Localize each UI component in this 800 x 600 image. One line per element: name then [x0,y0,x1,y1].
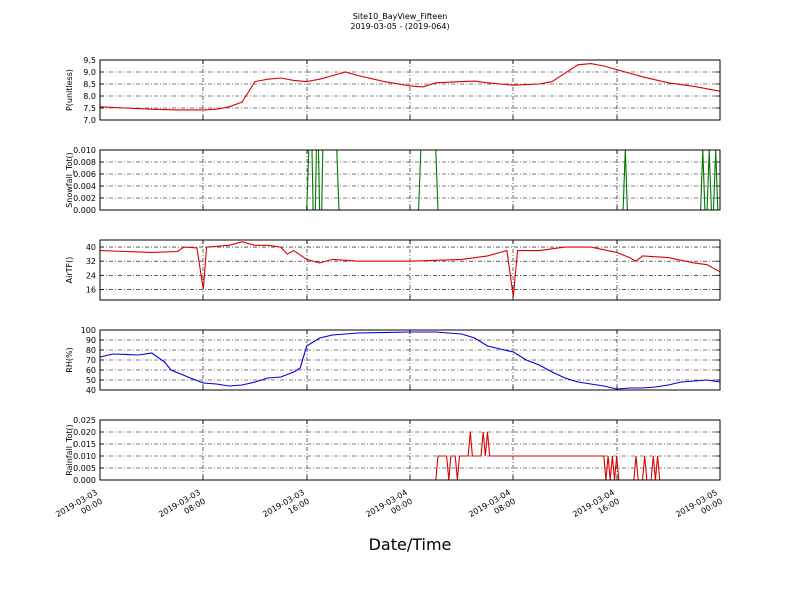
series-line [99,331,721,390]
y-tick-label: 0.000 [73,206,96,215]
y-tick-label: 9.5 [83,56,96,65]
y-tick-label: 90 [86,336,96,345]
panel-3: 16 24 32 40 AirTF() [65,239,721,301]
x-tick-label: 2019-03-0308:00 [157,488,207,528]
y-tick-label: 0.010 [73,146,96,155]
x-tick-label: 2019-03-0500:00 [674,488,724,528]
y-tick-label: 16 [86,285,96,294]
y-axis-label: AirTF() [65,257,74,284]
y-tick-label: 60 [86,366,96,375]
y-tick-label: 0.002 [73,194,96,203]
y-tick-label: 8.5 [83,80,96,89]
y-tick-label: 100 [81,326,96,335]
panel-5: 0.000 0.005 0.010 0.015 0.020 0.025Rainfall_T… [65,416,721,485]
x-tick-label: 2019-03-0408:00 [467,488,517,528]
y-tick-label: 8.0 [83,92,96,101]
x-tick-label: 2019-03-0316:00 [261,488,311,528]
y-tick-label: 50 [86,376,96,385]
y-tick-label: 0.005 [73,464,96,473]
y-axis-label: Snowfall_Tot() [65,152,74,208]
y-axis-label: P(unitless) [65,69,74,111]
y-tick-label: 80 [86,346,96,355]
series-line [99,241,721,297]
y-tick-label: 0.020 [73,428,96,437]
y-tick-label: 0.000 [73,476,96,485]
y-tick-label: 0.010 [73,452,96,461]
y-tick-label: 24 [86,271,96,280]
chart-title: Site10_BayView_Fifteen [353,12,448,21]
y-tick-label: 9.0 [83,68,96,77]
y-tick-label: 7.0 [83,116,96,125]
x-tick-label: 2019-03-0400:00 [364,488,414,528]
y-tick-label: 7.5 [83,104,96,113]
chart-subtitle: 2019-03-05 - (2019-064) [350,22,449,31]
y-tick-label: 0.004 [73,182,96,191]
series-line [99,63,721,111]
y-tick-label: 0.015 [73,440,96,449]
y-tick-label: 0.025 [73,416,96,425]
panel-2: 0.000 0.002 0.004 0.006 0.008 0.010Snowfall_T… [65,146,721,215]
x-tick-label: 2019-03-0300:00 [54,488,104,528]
x-tick-label: 2019-03-0416:00 [571,488,621,528]
y-tick-label: 40 [86,243,96,252]
y-tick-label: 0.006 [73,170,96,179]
y-tick-label: 70 [86,356,96,365]
y-tick-label: 0.008 [73,158,96,167]
y-tick-label: 40 [86,386,96,395]
y-axis-label: RH(%) [65,347,74,372]
y-axis-label: Rainfall_Tot() [65,424,74,476]
x-axis-label: Date/Time [369,535,452,554]
panel-1: 7.0 7.5 8.0 8.5 9.0 9.5 P(unitless) [65,56,721,125]
y-tick-label: 32 [86,257,96,266]
